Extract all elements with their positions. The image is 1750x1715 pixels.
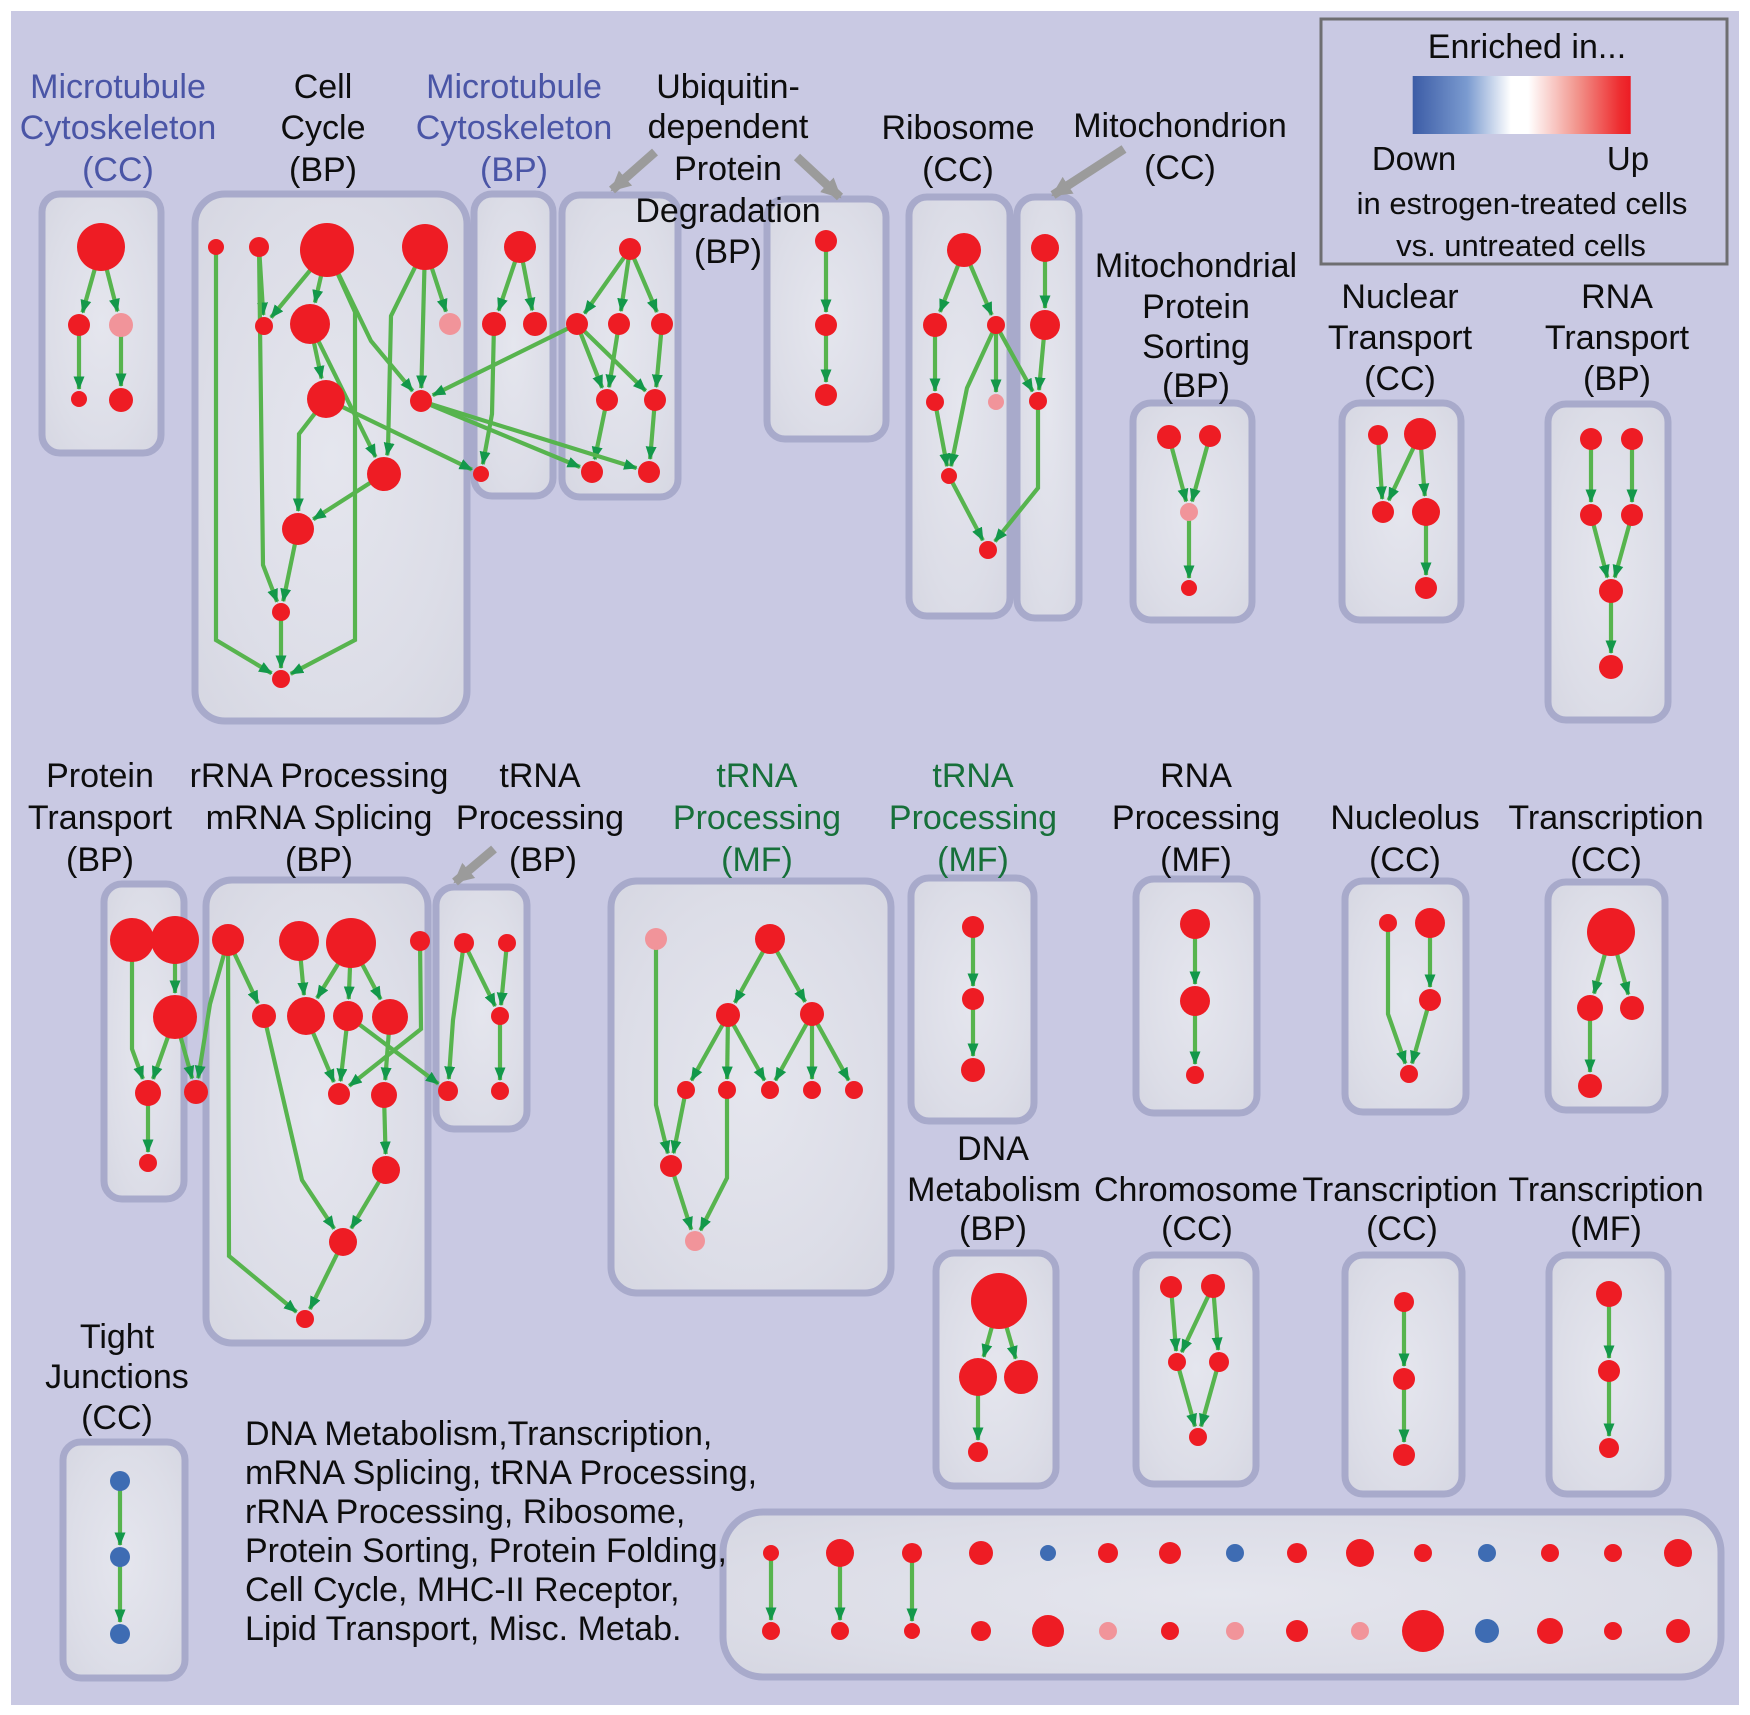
- svg-text:Transcription: Transcription: [1508, 1171, 1703, 1209]
- svg-text:Chromosome: Chromosome: [1094, 1171, 1298, 1209]
- svg-text:Lipid Transport, Misc. Metab.: Lipid Transport, Misc. Metab.: [245, 1610, 682, 1648]
- svg-text:Cycle: Cycle: [280, 109, 365, 147]
- svg-text:tRNA: tRNA: [932, 757, 1014, 795]
- svg-text:RNA: RNA: [1160, 757, 1232, 795]
- svg-text:Ribosome: Ribosome: [881, 109, 1034, 147]
- svg-text:Transcription: Transcription: [1302, 1171, 1497, 1209]
- svg-text:(BP): (BP): [1162, 367, 1230, 405]
- svg-text:(CC): (CC): [1570, 841, 1642, 879]
- svg-text:Transport: Transport: [1328, 319, 1473, 357]
- svg-text:Cytoskeleton: Cytoskeleton: [20, 109, 217, 147]
- svg-text:(CC): (CC): [1144, 149, 1216, 187]
- svg-text:Protein: Protein: [46, 757, 154, 795]
- svg-text:Processing: Processing: [1112, 799, 1280, 837]
- svg-text:Junctions: Junctions: [45, 1358, 189, 1396]
- svg-text:(BP): (BP): [66, 841, 134, 879]
- svg-text:Protein Sorting, Protein Foldi: Protein Sorting, Protein Folding,: [245, 1532, 727, 1570]
- svg-text:mRNA Splicing: mRNA Splicing: [206, 799, 433, 837]
- svg-text:(CC): (CC): [1369, 841, 1441, 879]
- svg-text:Protein: Protein: [674, 150, 782, 188]
- svg-text:Ubiquitin-: Ubiquitin-: [656, 68, 800, 106]
- svg-text:(BP): (BP): [959, 1210, 1027, 1248]
- svg-text:Cytoskeleton: Cytoskeleton: [416, 109, 613, 147]
- svg-text:RNA: RNA: [1581, 278, 1653, 316]
- svg-text:Degradation: Degradation: [635, 192, 820, 230]
- svg-text:Processing: Processing: [673, 799, 841, 837]
- svg-text:(BP): (BP): [285, 841, 353, 879]
- svg-text:Down: Down: [1372, 140, 1456, 177]
- svg-text:tRNA: tRNA: [716, 757, 798, 795]
- svg-text:Mitochondrial: Mitochondrial: [1095, 247, 1297, 285]
- svg-text:(CC): (CC): [82, 151, 154, 189]
- svg-text:Protein: Protein: [1142, 288, 1250, 326]
- svg-text:Nuclear: Nuclear: [1341, 278, 1458, 316]
- svg-text:tRNA: tRNA: [499, 757, 581, 795]
- svg-text:Tight: Tight: [80, 1318, 155, 1356]
- svg-text:(CC): (CC): [81, 1399, 153, 1437]
- svg-text:Nucleolus: Nucleolus: [1330, 799, 1479, 837]
- svg-text:Processing: Processing: [456, 799, 624, 837]
- svg-text:Enriched in...: Enriched in...: [1428, 28, 1626, 66]
- svg-text:(CC): (CC): [1161, 1210, 1233, 1248]
- svg-text:Mitochondrion: Mitochondrion: [1073, 107, 1287, 145]
- svg-text:(BP): (BP): [1583, 360, 1651, 398]
- svg-text:(MF): (MF): [1570, 1210, 1642, 1248]
- svg-text:mRNA Splicing, tRNA Processing: mRNA Splicing, tRNA Processing,: [245, 1454, 757, 1492]
- svg-text:DNA Metabolism,Transcription,: DNA Metabolism,Transcription,: [245, 1415, 712, 1453]
- svg-text:Metabolism: Metabolism: [907, 1171, 1081, 1209]
- svg-text:rRNA Processing, Ribosome,: rRNA Processing, Ribosome,: [245, 1493, 685, 1531]
- svg-text:(MF): (MF): [721, 841, 793, 879]
- svg-text:(CC): (CC): [1364, 360, 1436, 398]
- svg-text:Microtubule: Microtubule: [426, 68, 602, 106]
- svg-text:Cell: Cell: [294, 68, 353, 106]
- svg-text:vs. untreated cells: vs. untreated cells: [1396, 228, 1646, 263]
- svg-text:(BP): (BP): [694, 233, 762, 271]
- svg-text:(BP): (BP): [480, 151, 548, 189]
- svg-text:Microtubule: Microtubule: [30, 68, 206, 106]
- svg-text:(BP): (BP): [289, 151, 357, 189]
- svg-text:(BP): (BP): [509, 841, 577, 879]
- svg-text:(CC): (CC): [922, 151, 994, 189]
- svg-text:(CC): (CC): [1366, 1210, 1438, 1248]
- svg-text:Up: Up: [1607, 140, 1649, 177]
- svg-text:Transcription: Transcription: [1508, 799, 1703, 837]
- svg-text:Cell Cycle, MHC-II Receptor,: Cell Cycle, MHC-II Receptor,: [245, 1571, 680, 1609]
- svg-text:(MF): (MF): [1160, 841, 1232, 879]
- svg-text:in estrogen-treated cells: in estrogen-treated cells: [1357, 186, 1688, 221]
- svg-text:(MF): (MF): [937, 841, 1009, 879]
- svg-text:Sorting: Sorting: [1142, 328, 1250, 366]
- svg-text:Transport: Transport: [1545, 319, 1690, 357]
- svg-text:Transport: Transport: [28, 799, 173, 837]
- svg-text:DNA: DNA: [957, 1130, 1029, 1168]
- svg-text:Processing: Processing: [889, 799, 1057, 837]
- svg-text:rRNA Processing: rRNA Processing: [190, 757, 449, 795]
- svg-text:dependent: dependent: [648, 108, 809, 146]
